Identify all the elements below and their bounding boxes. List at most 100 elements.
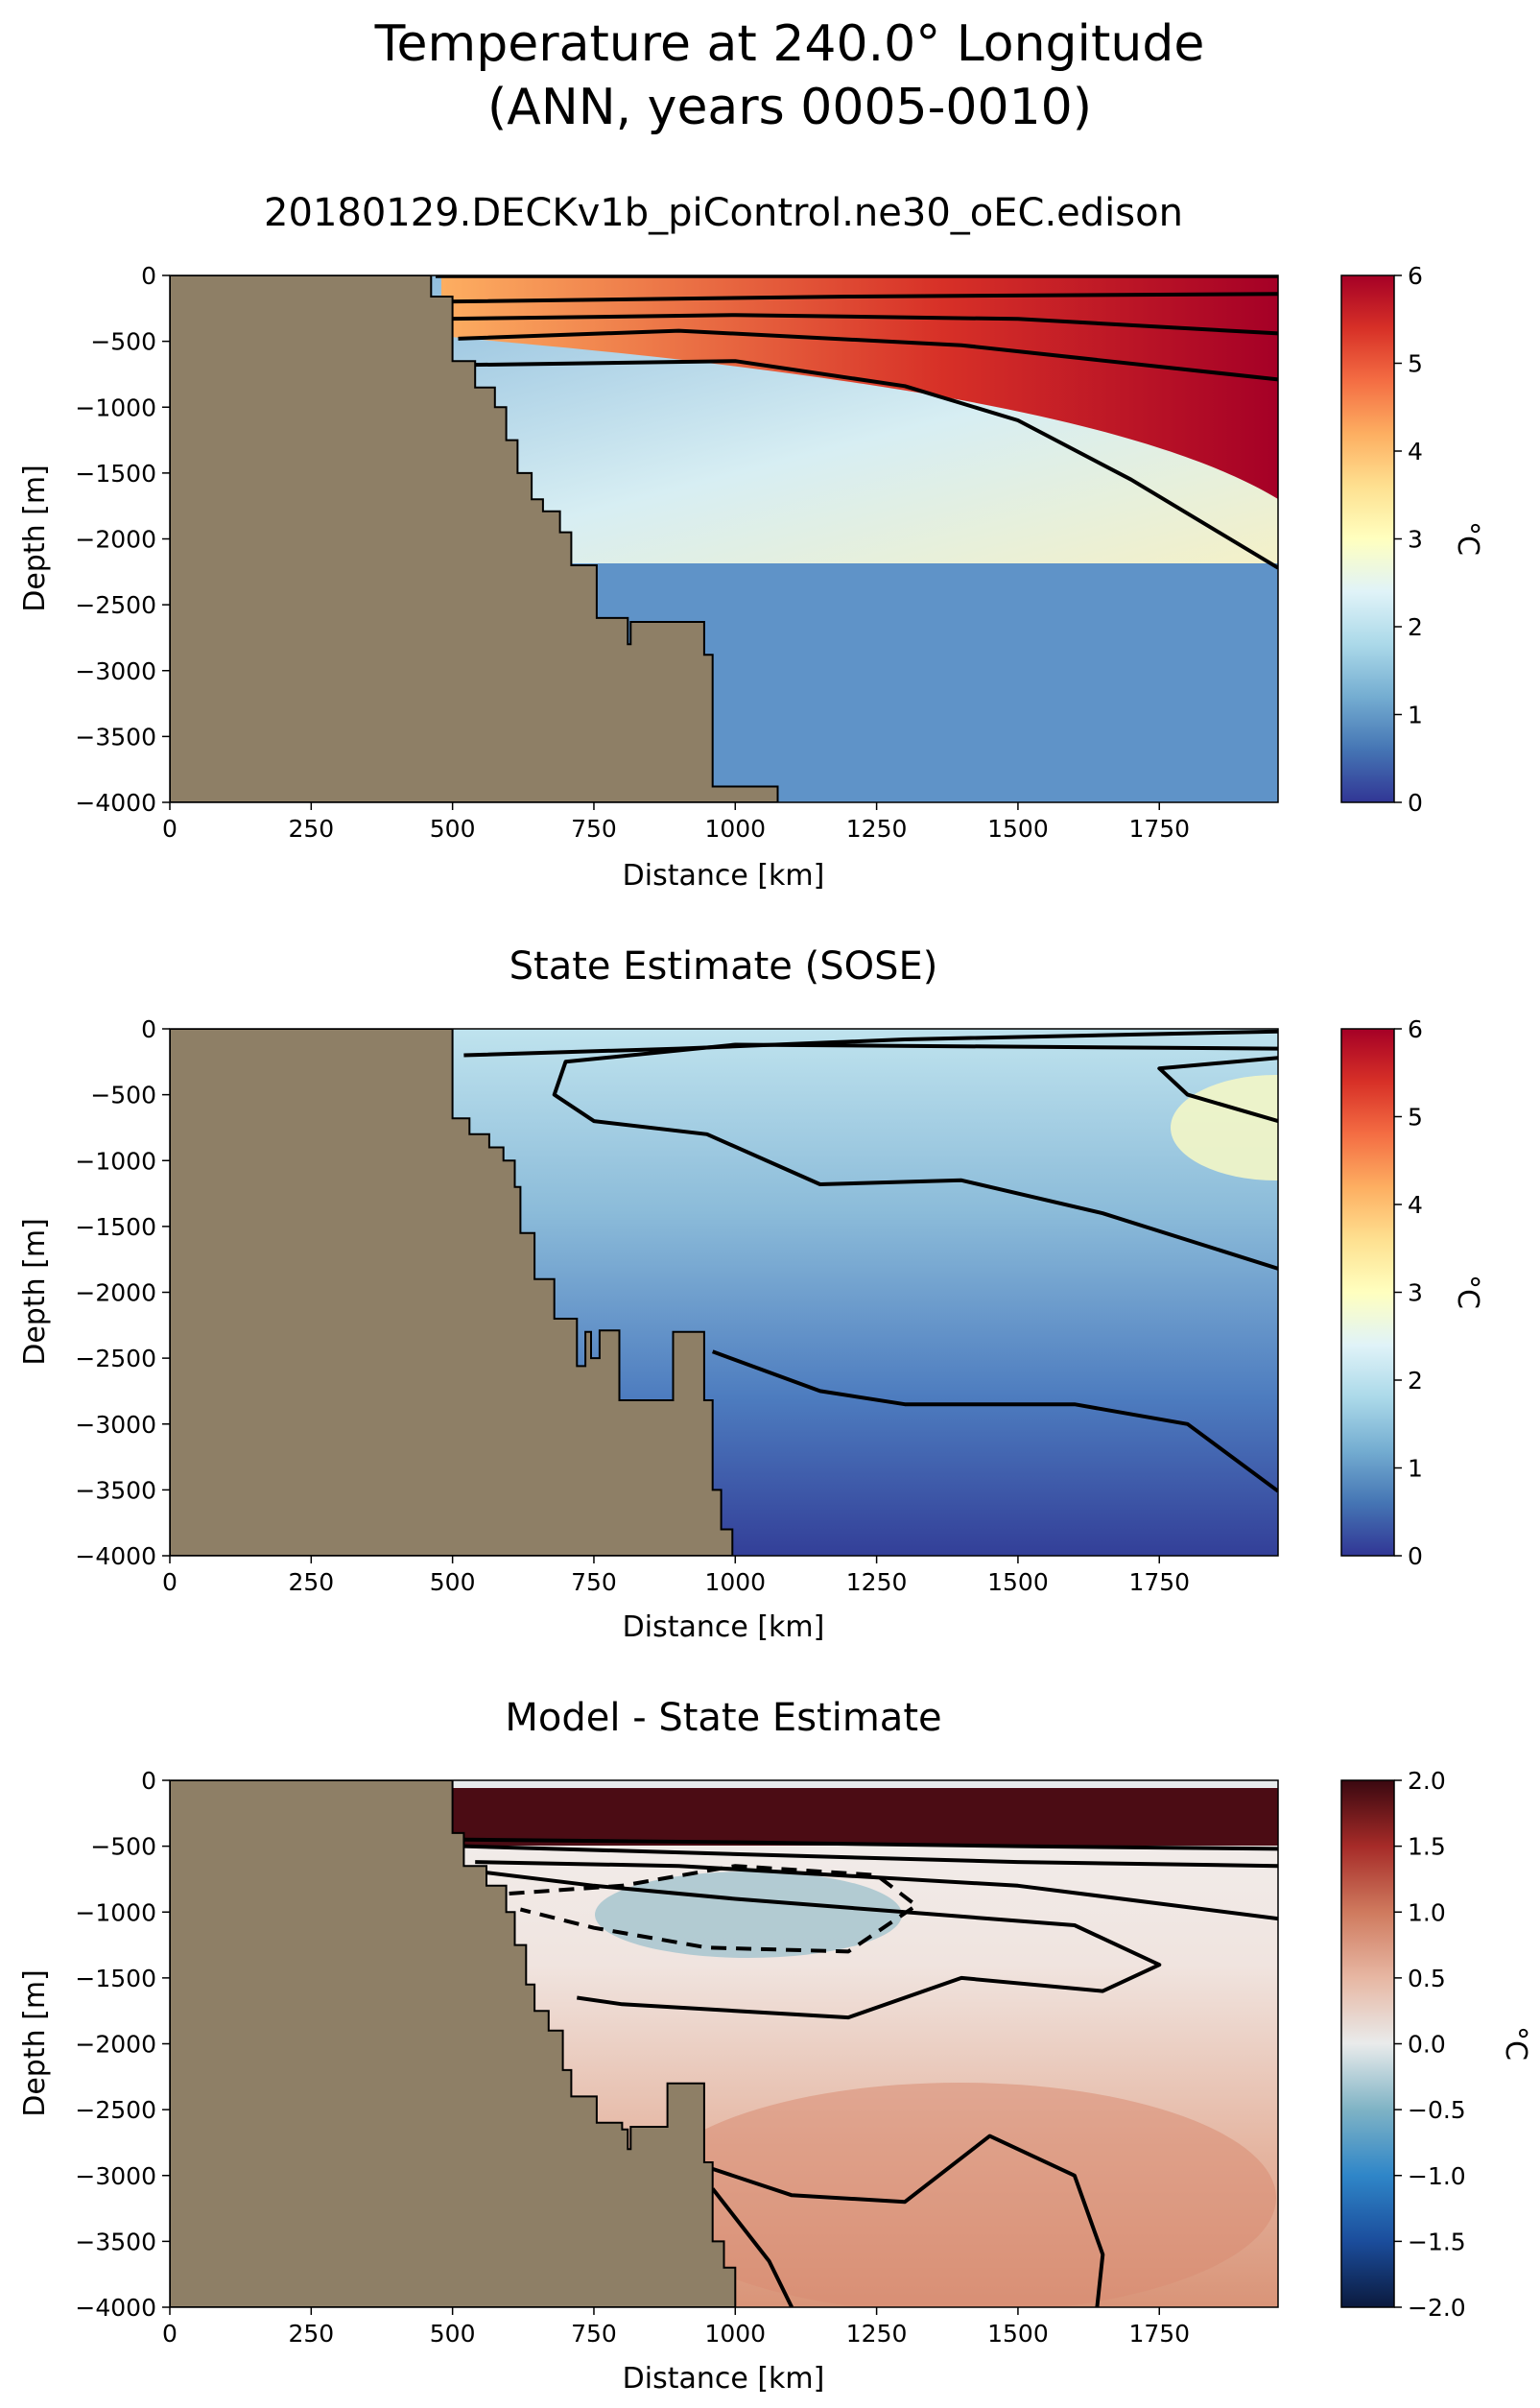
- y-tick-label: −3000: [75, 1411, 156, 1439]
- y-tick-label: −3500: [75, 2228, 156, 2255]
- colorbar-ticks: −2.0 −1.5 −1.0 −0.5 0.0 0.5 1.0 1.5 2.0: [1394, 1767, 1466, 2322]
- colorbar-ticks: 0 1 2 3 4 5 6: [1394, 1015, 1423, 1570]
- x-tick-label: 1750: [1128, 1568, 1190, 1596]
- colorbar-label: °C: [1499, 2026, 1532, 2061]
- colorbar-ticks: 0 1 2 3 4 5 6: [1394, 262, 1423, 817]
- colorbar-tick-label: 2: [1408, 613, 1423, 641]
- figure-title-line1: Temperature at 240.0° Longitude: [374, 15, 1205, 73]
- panel-title: State Estimate (SOSE): [509, 944, 938, 989]
- contour-line: [440, 313, 1278, 336]
- colorbar-tick-label: 1: [1408, 1455, 1423, 1483]
- colorbar-tick-label: 6: [1408, 1015, 1423, 1043]
- colorbar-tick-label: 2.0: [1408, 1767, 1446, 1795]
- colorbar-tick-label: −2.0: [1408, 2294, 1466, 2322]
- x-axis-label: Distance [km]: [623, 1610, 825, 1644]
- x-tick-label: 1500: [987, 2320, 1049, 2348]
- colorbar-tick-label: 5: [1408, 350, 1423, 378]
- contour-lines: [435, 275, 1278, 570]
- contour-line: [458, 328, 1278, 382]
- x-tick-label: 250: [288, 815, 334, 843]
- land-mask: [170, 275, 779, 802]
- y-tick-label: −1500: [75, 1965, 156, 1992]
- contour-lines: [463, 1837, 1278, 2307]
- panel-sose: State Estimate (SOSE) 0 250 500 750 1000 1250…: [18, 944, 1484, 1644]
- colorbar-tick-label: 0.0: [1408, 2031, 1446, 2059]
- colorbar-label: °C: [1451, 521, 1484, 556]
- contour-line: [475, 1860, 1278, 1921]
- x-tick-label: 250: [288, 2320, 334, 2348]
- figure-title-line2: (ANN, years 0005-0010): [487, 79, 1092, 136]
- colorbar-tick-label: 3: [1408, 526, 1423, 554]
- y-tick-label: −2000: [75, 1279, 156, 1307]
- y-tick-label: −3500: [75, 723, 156, 751]
- x-tick-label: 1500: [987, 1568, 1049, 1596]
- x-tick-label: 1750: [1128, 815, 1190, 843]
- diff-deep-warm: [643, 2083, 1276, 2307]
- colorbar-tick-label: 1.0: [1408, 1898, 1446, 1926]
- contour-line: [712, 2134, 1105, 2307]
- contour-line: [486, 1871, 1162, 2020]
- x-tick-label: 1250: [846, 2320, 908, 2348]
- contour-line: [463, 1844, 1278, 1869]
- x-tick-label: 250: [288, 1568, 334, 1596]
- colorbar-tick-label: 0: [1408, 1542, 1423, 1570]
- colorbar-tick-label: 2: [1408, 1367, 1423, 1395]
- y-tick-label: −2500: [75, 2096, 156, 2124]
- y-ticks: 0 −500 −1000 −1500 −2000 −2500 −3000 −3500 −4000: [75, 262, 170, 817]
- land-mask: [170, 1029, 734, 1556]
- y-axis-label: Depth [m]: [18, 465, 52, 612]
- y-tick-label: −4000: [75, 789, 156, 817]
- y-tick-label: −1500: [75, 1213, 156, 1241]
- y-tick-label: 0: [141, 1015, 156, 1043]
- y-tick-label: −3000: [75, 657, 156, 685]
- plot-area: [170, 275, 1278, 802]
- x-tick-label: 1500: [987, 815, 1049, 843]
- x-tick-label: 750: [571, 815, 617, 843]
- colorbar-tick-label: 6: [1408, 262, 1423, 290]
- y-tick-label: −4000: [75, 1542, 156, 1570]
- x-tick-label: 1250: [846, 815, 908, 843]
- panel-model: 20180129.DECKv1b_piControl.ne30_oEC.edis…: [18, 191, 1484, 893]
- diff-cool-anomaly: [595, 1872, 902, 1958]
- contour-lines: [463, 1029, 1278, 1493]
- y-tick-label: −3000: [75, 2162, 156, 2190]
- colorbar-tick-label: 5: [1408, 1104, 1423, 1132]
- panel-title: 20180129.DECKv1b_piControl.ne30_oEC.edis…: [264, 191, 1183, 235]
- x-tick-label: 750: [571, 2320, 617, 2348]
- y-tick-label: −2000: [75, 526, 156, 554]
- y-tick-label: −500: [90, 1833, 156, 1861]
- plot-area: [170, 1780, 1278, 2307]
- y-tick-label: −2000: [75, 2031, 156, 2059]
- x-tick-label: 1750: [1128, 2320, 1190, 2348]
- x-tick-label: 1000: [704, 815, 766, 843]
- plot-area: [170, 1029, 1278, 1556]
- contour-line: [435, 292, 1278, 304]
- x-ticks: 0 250 500 750 1000 1250 1500 1750: [162, 1556, 1190, 1596]
- contour-line: [509, 1864, 918, 1954]
- colorbar-tick-label: −1.5: [1408, 2228, 1466, 2255]
- contour-line: [463, 359, 1278, 570]
- x-tick-label: 750: [571, 1568, 617, 1596]
- colorbar-tick-label: 0: [1408, 789, 1423, 817]
- y-tick-label: −1000: [75, 1147, 156, 1175]
- contour-line: [712, 1349, 1278, 1493]
- x-axis-label: Distance [km]: [623, 859, 825, 893]
- colorbar-label: °C: [1451, 1275, 1484, 1309]
- colorbar-tick-label: 1.5: [1408, 1833, 1446, 1861]
- y-tick-label: −3500: [75, 1476, 156, 1504]
- x-tick-label: 0: [162, 1568, 178, 1596]
- contour-line: [463, 1837, 1278, 1851]
- y-ticks: 0 −500 −1000 −1500 −2000 −2500 −3000 −3500 −4000: [75, 1015, 170, 1570]
- y-ticks: 0 −500 −1000 −1500 −2000 −2500 −3000 −3500 −4000: [75, 1767, 170, 2322]
- x-tick-label: 0: [162, 2320, 178, 2348]
- colorbar-tick-label: 4: [1408, 1191, 1423, 1219]
- x-ticks: 0 250 500 750 1000 1250 1500 1750: [162, 2307, 1190, 2348]
- colorbar: [1340, 1028, 1395, 1557]
- diff-surface-thin: [170, 1780, 1278, 1788]
- y-tick-label: −2500: [75, 591, 156, 619]
- y-tick-label: −2500: [75, 1345, 156, 1372]
- contour-line: [552, 1042, 1278, 1271]
- x-tick-label: 500: [430, 1568, 476, 1596]
- x-tick-label: 0: [162, 815, 178, 843]
